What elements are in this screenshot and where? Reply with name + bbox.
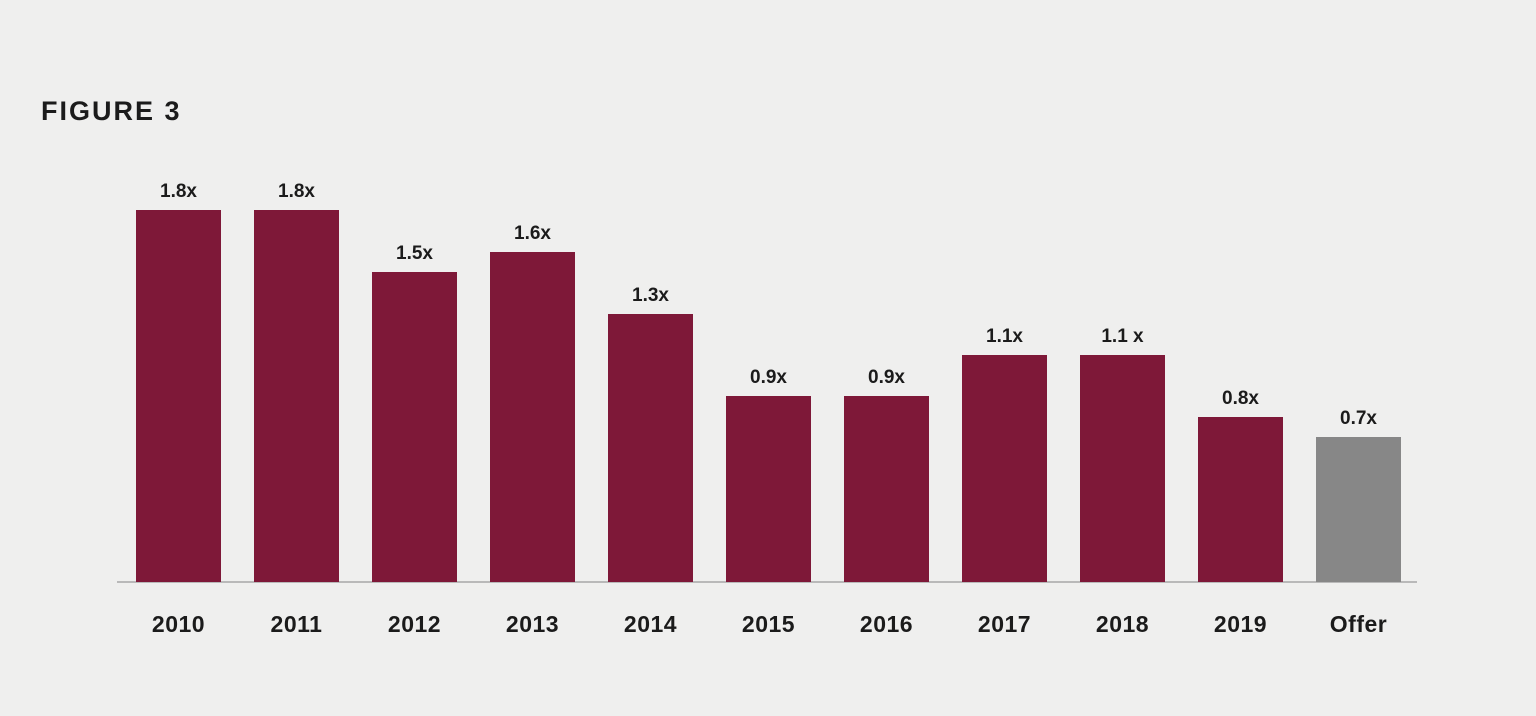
category-label: 2017 bbox=[977, 611, 1032, 637]
bar bbox=[1080, 355, 1165, 582]
bar-column-2016: 0.9x 2016 bbox=[844, 367, 929, 636]
bar-column-2017: 1.1x 2017 bbox=[962, 326, 1047, 636]
bar-column-2013: 1.6x 2013 bbox=[490, 223, 575, 636]
bar-column-2011: 1.8x 2011 bbox=[254, 181, 339, 636]
category-label: 2019 bbox=[1213, 611, 1268, 637]
bar bbox=[490, 252, 575, 582]
value-label: 0.8x bbox=[1222, 388, 1259, 409]
bar bbox=[1198, 417, 1283, 582]
category-label: 2012 bbox=[387, 611, 442, 637]
bar bbox=[1316, 437, 1401, 582]
value-label: 0.9x bbox=[868, 367, 905, 388]
category-label: 2015 bbox=[741, 611, 796, 637]
bar bbox=[254, 210, 339, 582]
value-label: 0.9x bbox=[750, 367, 787, 388]
category-label: 2010 bbox=[151, 611, 206, 637]
bar-column-2015: 0.9x 2015 bbox=[726, 367, 811, 636]
category-label: 2013 bbox=[505, 611, 560, 637]
value-label: 1.3x bbox=[632, 285, 669, 306]
category-label: Offer bbox=[1329, 611, 1388, 637]
figure-title: FIGURE 3 bbox=[41, 96, 182, 126]
category-label: 2018 bbox=[1095, 611, 1150, 637]
value-label: 1.1 x bbox=[1101, 326, 1144, 347]
value-label: 1.6x bbox=[514, 223, 551, 244]
bar bbox=[136, 210, 221, 582]
category-label: 2014 bbox=[623, 611, 678, 637]
x-axis-line bbox=[117, 581, 1417, 583]
bar-column-2018: 1.1 x 2018 bbox=[1080, 326, 1165, 636]
bar-column-offer: 0.7x Offer bbox=[1316, 408, 1401, 636]
bar-column-2019: 0.8x 2019 bbox=[1198, 388, 1283, 636]
category-label: 2011 bbox=[270, 611, 323, 637]
category-label: 2016 bbox=[859, 611, 914, 637]
bar bbox=[844, 396, 929, 582]
value-label: 1.8x bbox=[278, 181, 315, 202]
bar-column-2012: 1.5x 2012 bbox=[372, 243, 457, 636]
value-label: 1.5x bbox=[396, 243, 433, 264]
bar bbox=[372, 272, 457, 582]
bar-chart: 1.8x 2010 1.8x 2011 1.5x 2012 1.6x 2013 1.3x 2014… bbox=[136, 181, 1401, 636]
bar bbox=[962, 355, 1047, 582]
value-label: 0.7x bbox=[1340, 408, 1377, 429]
bar-column-2014: 1.3x 2014 bbox=[608, 285, 693, 636]
value-label: 1.1x bbox=[986, 326, 1023, 347]
bar-column-2010: 1.8x 2010 bbox=[136, 181, 221, 636]
bar bbox=[608, 314, 693, 582]
bar bbox=[726, 396, 811, 582]
value-label: 1.8x bbox=[160, 181, 197, 202]
